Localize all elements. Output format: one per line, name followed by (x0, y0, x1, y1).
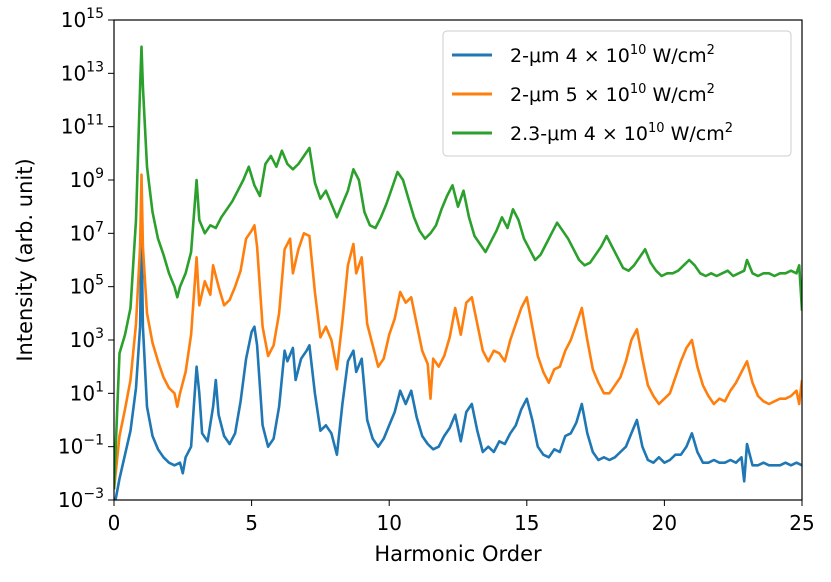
legend-box (442, 30, 792, 157)
series-line-2 (114, 173, 802, 490)
legend-label-1: 2-μm 4 × 1010 W/cm2 (510, 43, 715, 67)
legend-label-2: 2-μm 5 × 1010 W/cm2 (510, 82, 715, 106)
legend-label-3: 2.3-μm 4 × 1010 W/cm2 (510, 121, 733, 145)
y-tick-label: 107 (70, 219, 104, 245)
x-tick-label: 20 (652, 511, 677, 535)
y-tick-label: 101 (70, 379, 104, 405)
x-tick-label: 0 (108, 511, 121, 535)
y-axis-label: Intensity (arb. unit) (13, 158, 37, 361)
x-tick-label: 25 (789, 511, 814, 535)
y-tick-label: 105 (70, 273, 104, 299)
y-tick-label: 1015 (61, 6, 104, 32)
x-tick-label: 5 (245, 511, 258, 535)
series-line-1 (114, 226, 802, 500)
y-tick-label: 109 (70, 166, 104, 192)
y-tick-label: 1013 (61, 59, 104, 85)
y-tick-label: 10−3 (58, 486, 104, 512)
y-tick-label: 1011 (61, 113, 104, 139)
y-tick-label: 103 (70, 326, 104, 352)
x-axis-label: Harmonic Order (374, 542, 542, 566)
plot-frame (113, 19, 803, 501)
x-tick-label: 10 (376, 511, 401, 535)
series-line-3 (114, 45, 802, 490)
series-layer (114, 45, 802, 500)
y-axis: 1015 1013 1011 109 107 105 103 101 10−1 10−3 (58, 6, 114, 512)
x-axis: 0 5 10 15 20 25 (108, 500, 815, 535)
y-tick-label: 10−1 (58, 433, 104, 459)
legend: 2-μm 4 × 1010 W/cm2 2-μm 5 × 1010 W/cm2 2.… (442, 30, 792, 157)
x-tick-label: 15 (514, 511, 539, 535)
